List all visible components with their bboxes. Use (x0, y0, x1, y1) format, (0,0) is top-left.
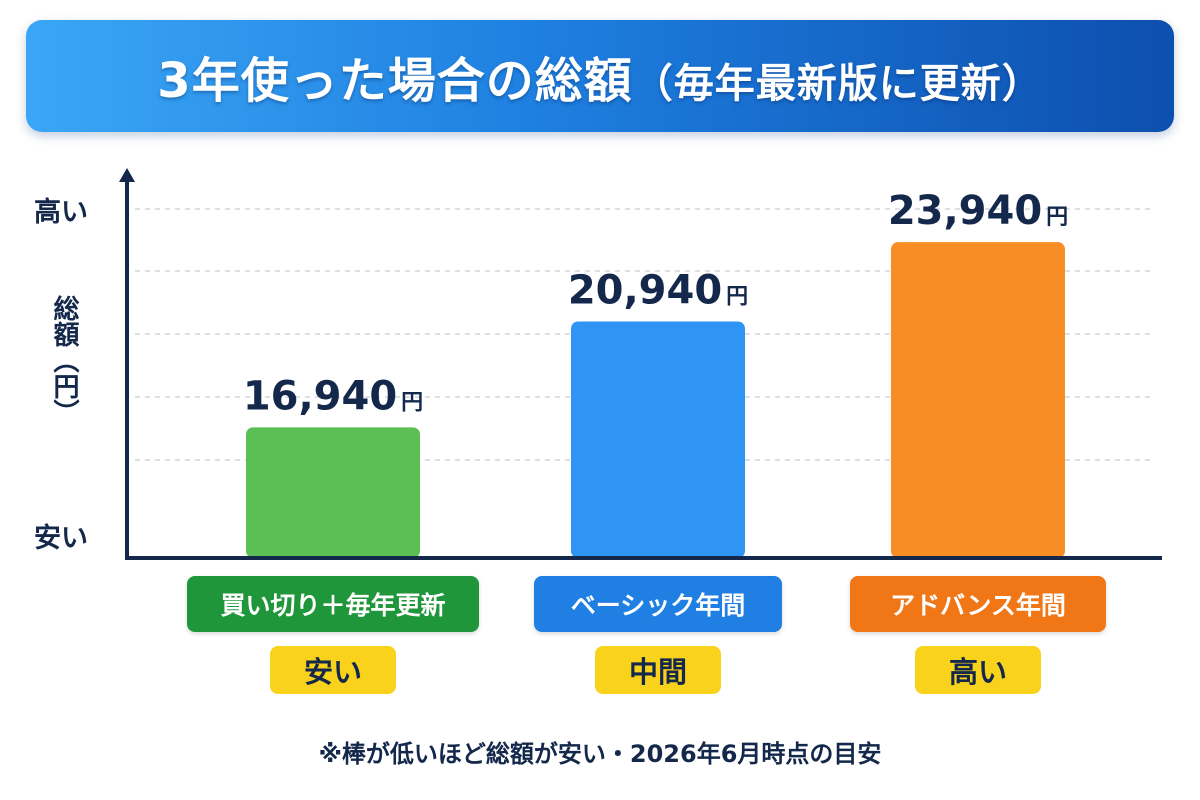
rank-badge-expensive: 高い (915, 646, 1041, 694)
value-number-1: 20,940 (568, 268, 722, 314)
category-label-advance-annual: アドバンス年間 (850, 576, 1106, 632)
category-label-buy-outright: 買い切り＋毎年更新 (187, 576, 479, 632)
bar-1 (571, 321, 745, 558)
y-axis-high-label: 高い (34, 197, 88, 228)
value-label-1: 20,940 円 (568, 268, 748, 314)
y-axis-arrow (119, 168, 135, 182)
value-unit-2: 円 (1046, 205, 1068, 230)
rank-badge-middle: 中間 (595, 646, 721, 694)
bar-2 (891, 242, 1065, 559)
category-label-basic-annual: ベーシック年間 (534, 576, 782, 632)
value-number-0: 16,940 (243, 373, 397, 419)
y-axis-low-label: 安い (34, 523, 88, 554)
chart-title-paren: （毎年最新版に更新） (632, 61, 1043, 107)
value-unit-0: 円 (401, 390, 423, 415)
chart-title: 3年使った場合の総額（毎年最新版に更新） (157, 41, 1042, 111)
title-banner: 3年使った場合の総額（毎年最新版に更新） (26, 20, 1174, 132)
value-unit-1: 円 (726, 285, 748, 310)
value-number-2: 23,940 (888, 188, 1042, 234)
value-label-0: 16,940 円 (243, 373, 423, 419)
y-axis-title: 総額（円） (49, 295, 79, 425)
chart-title-main: 3年使った場合の総額 (157, 53, 633, 109)
bar-0 (246, 427, 420, 558)
footnote: ※棒が低いほど総額が安い・2026年6月時点の目安 (318, 740, 882, 768)
value-label-2: 23,940 円 (888, 188, 1068, 234)
rank-badge-cheap: 安い (270, 646, 396, 694)
